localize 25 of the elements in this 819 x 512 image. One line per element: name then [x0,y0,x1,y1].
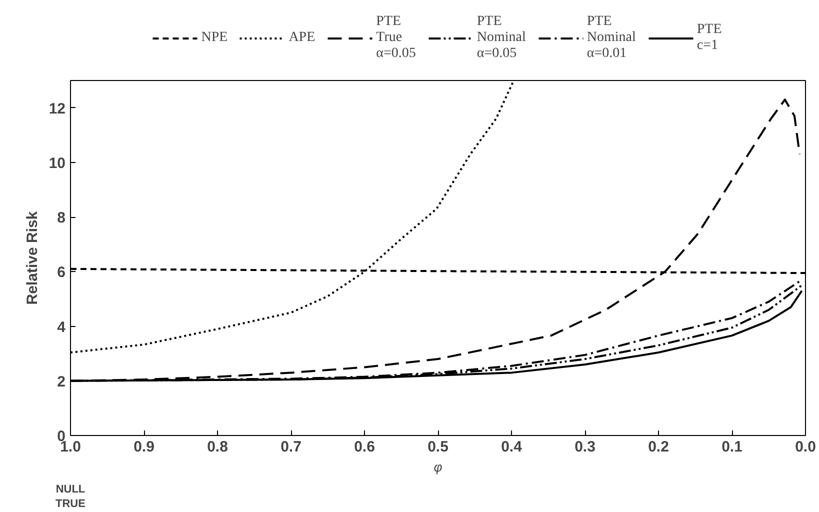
legend-label: APE [288,28,316,46]
x-tick-label: 0.1 [722,438,742,456]
legend-label: PTE c=1 [696,20,722,54]
y-axis-title: Relative Risk [24,210,41,305]
legend-label: PTE Nominal α=0.01 [586,12,636,62]
x-tick-label: 0.6 [354,438,375,456]
y-tick-label: 6 [57,264,66,282]
y-tick-label: 10 [48,154,66,172]
x-tick-label: 0.4 [501,438,523,456]
x-tick-label: 0.7 [280,438,302,456]
legend-label: PTE True α=0.05 [376,12,416,62]
x-tick-label: 0.2 [648,438,669,456]
y-tick-label: 2 [57,373,66,390]
legend-label: NPE [201,28,228,46]
x-axis-title: φ [434,460,443,474]
x-tick-label: 0.9 [134,438,154,456]
y-tick-label: 12 [48,100,66,118]
y-tick-label: 4 [57,318,66,336]
text: NULL TRUE [56,484,86,510]
y-tick-label: 8 [57,210,66,227]
x-tick-label: 0.0 [795,438,816,456]
x-tick-label: 0.5 [428,438,448,456]
x-tick-label: 0.8 [207,438,228,456]
x-tick-label: 0.3 [574,438,596,456]
legend-label: PTE Nominal α=0.05 [476,12,526,62]
